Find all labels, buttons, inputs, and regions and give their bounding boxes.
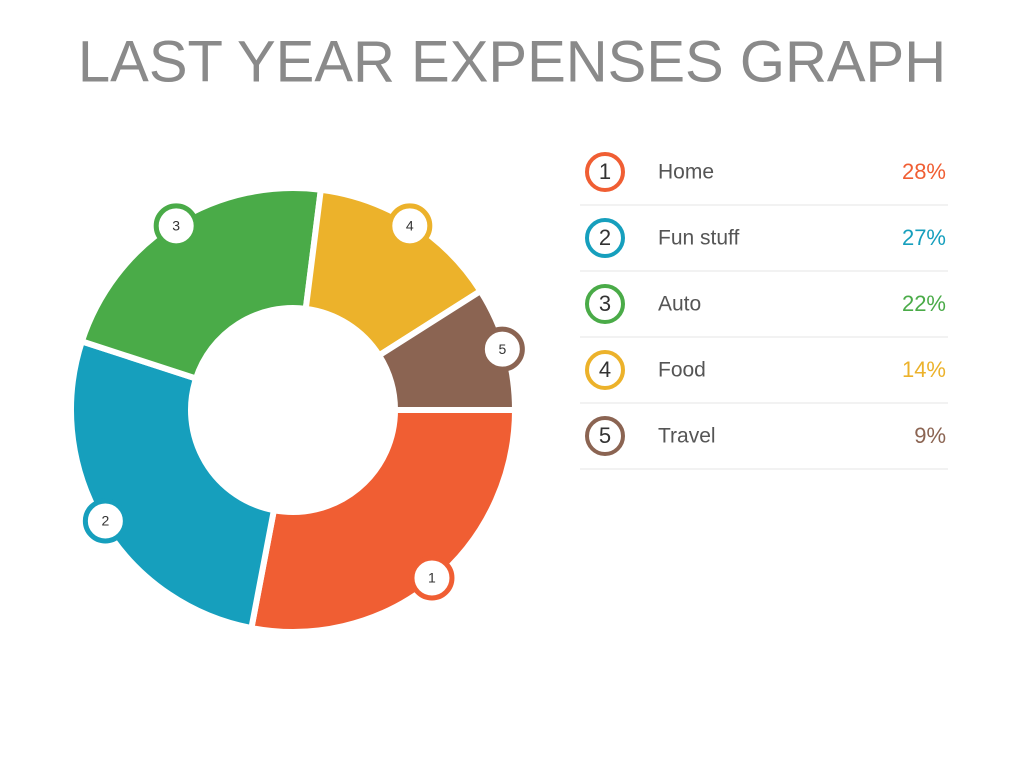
- slice-badge: [82, 498, 128, 544]
- legend-value: 27%: [902, 225, 946, 250]
- legend-value: 9%: [914, 423, 946, 448]
- legend-marker-label: 5: [599, 423, 611, 448]
- slice-badge: [153, 203, 199, 249]
- chart-title: LAST YEAR EXPENSES GRAPH: [78, 29, 946, 94]
- donut-slice: [374, 286, 519, 413]
- donut-slice: [78, 185, 325, 383]
- legend-marker-label: 3: [599, 291, 611, 316]
- legend-value: 14%: [902, 357, 946, 382]
- legend-marker-label: 1: [599, 159, 611, 184]
- legend-marker: [585, 218, 625, 258]
- legend-marker-label: 2: [599, 225, 611, 250]
- slice-badge-label: 4: [406, 218, 414, 234]
- legend-marker-label: 4: [599, 357, 611, 382]
- slice-badge: [409, 555, 455, 601]
- legend-marker: [585, 416, 625, 456]
- slice-badge: [479, 326, 525, 372]
- legend-label: Home: [658, 161, 714, 184]
- slice-badge-label: 3: [172, 218, 180, 234]
- donut-slice: [302, 186, 485, 360]
- slice-badge: [387, 203, 433, 249]
- legend-marker: [585, 350, 625, 390]
- legend-label: Travel: [658, 425, 716, 448]
- slice-badge-label: 5: [498, 341, 506, 357]
- legend-label: Food: [658, 359, 706, 382]
- legend-value: 28%: [902, 159, 946, 184]
- donut-slice: [247, 407, 519, 635]
- slice-badge-label: 2: [101, 513, 109, 529]
- slice-badge-label: 1: [428, 570, 436, 586]
- legend-label: Auto: [658, 293, 701, 316]
- donut-slice: [68, 337, 278, 632]
- legend-marker: [585, 284, 625, 324]
- legend-value: 22%: [902, 291, 946, 316]
- legend-marker: [585, 152, 625, 192]
- legend-label: Fun stuff: [658, 227, 739, 250]
